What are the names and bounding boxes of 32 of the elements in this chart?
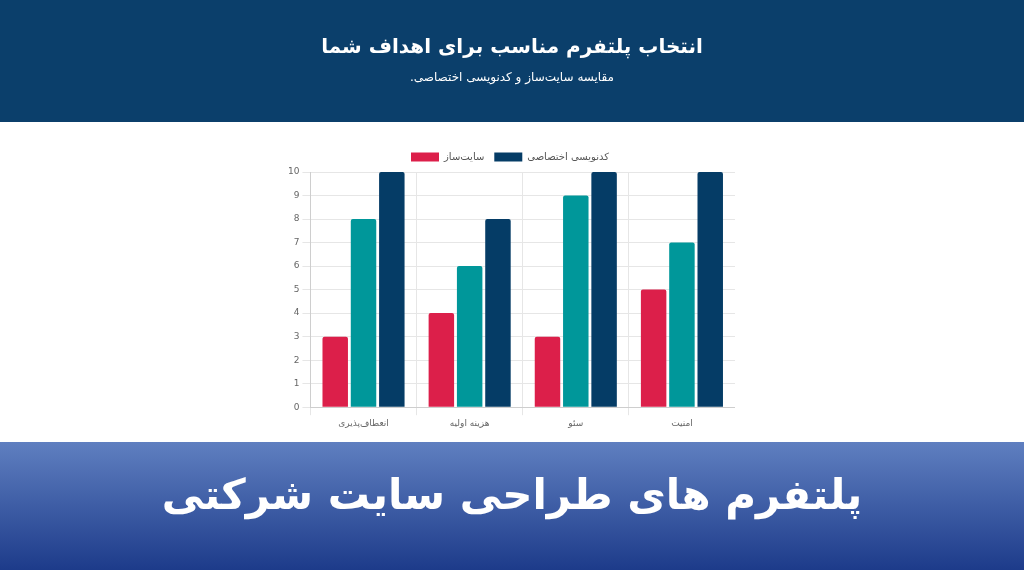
y-tick-label: 5 xyxy=(293,283,300,294)
bar xyxy=(669,242,695,407)
x-tick-label: سئو xyxy=(567,417,584,428)
bar xyxy=(456,266,483,407)
y-tick-label: 6 xyxy=(293,260,300,271)
y-tick-label: 3 xyxy=(293,330,300,341)
chart-title: انتخاب پلتفرم مناسب برای اهداف شما xyxy=(320,34,704,58)
bar xyxy=(697,172,723,407)
y-tick-label: 2 xyxy=(293,354,300,365)
bar xyxy=(322,336,348,407)
bar xyxy=(563,195,589,407)
y-tick-label: 10 xyxy=(288,166,300,177)
x-tick-label: انعطاف‌پذیری xyxy=(338,417,389,428)
bar xyxy=(534,336,561,407)
bar xyxy=(640,289,667,407)
bar xyxy=(350,219,377,407)
y-tick-label: 0 xyxy=(293,401,300,412)
y-tick-label: 7 xyxy=(293,236,300,247)
y-tick-label: 4 xyxy=(293,307,300,318)
bar xyxy=(428,313,455,407)
x-tick-label: هزینه اولیه xyxy=(449,417,490,428)
bar xyxy=(379,172,405,407)
y-tick-label: 9 xyxy=(293,189,300,200)
bar xyxy=(485,219,511,407)
y-tick-label: 8 xyxy=(293,213,300,224)
y-tick-label: 1 xyxy=(293,378,300,389)
chart-subtitle: مقایسه سایت‌ساز و کدنویسی اختصاصی. xyxy=(408,70,616,84)
bar xyxy=(591,172,617,407)
x-tick-label: امنیت xyxy=(671,417,693,428)
legend-label: سایت‌ساز xyxy=(443,150,485,162)
legend-label: کدنویسی اختصاصی xyxy=(527,150,610,162)
text: پلتفرم های طراحی سایت شرکتی xyxy=(160,470,864,519)
